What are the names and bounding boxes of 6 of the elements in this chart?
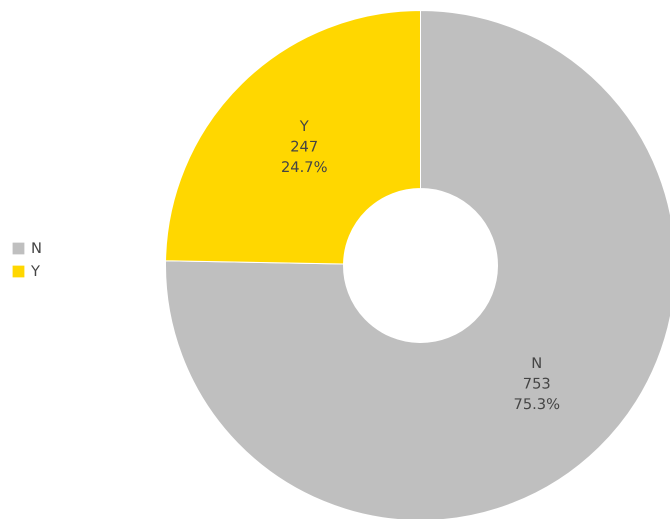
legend-label: Y bbox=[31, 262, 41, 280]
slice-label: N bbox=[531, 355, 542, 372]
slice-label: Y bbox=[298, 118, 309, 136]
legend-label: N bbox=[31, 240, 43, 256]
data-label: 247 24.7% bbox=[280, 138, 328, 176]
data-label: 753 75.3% bbox=[513, 375, 560, 413]
